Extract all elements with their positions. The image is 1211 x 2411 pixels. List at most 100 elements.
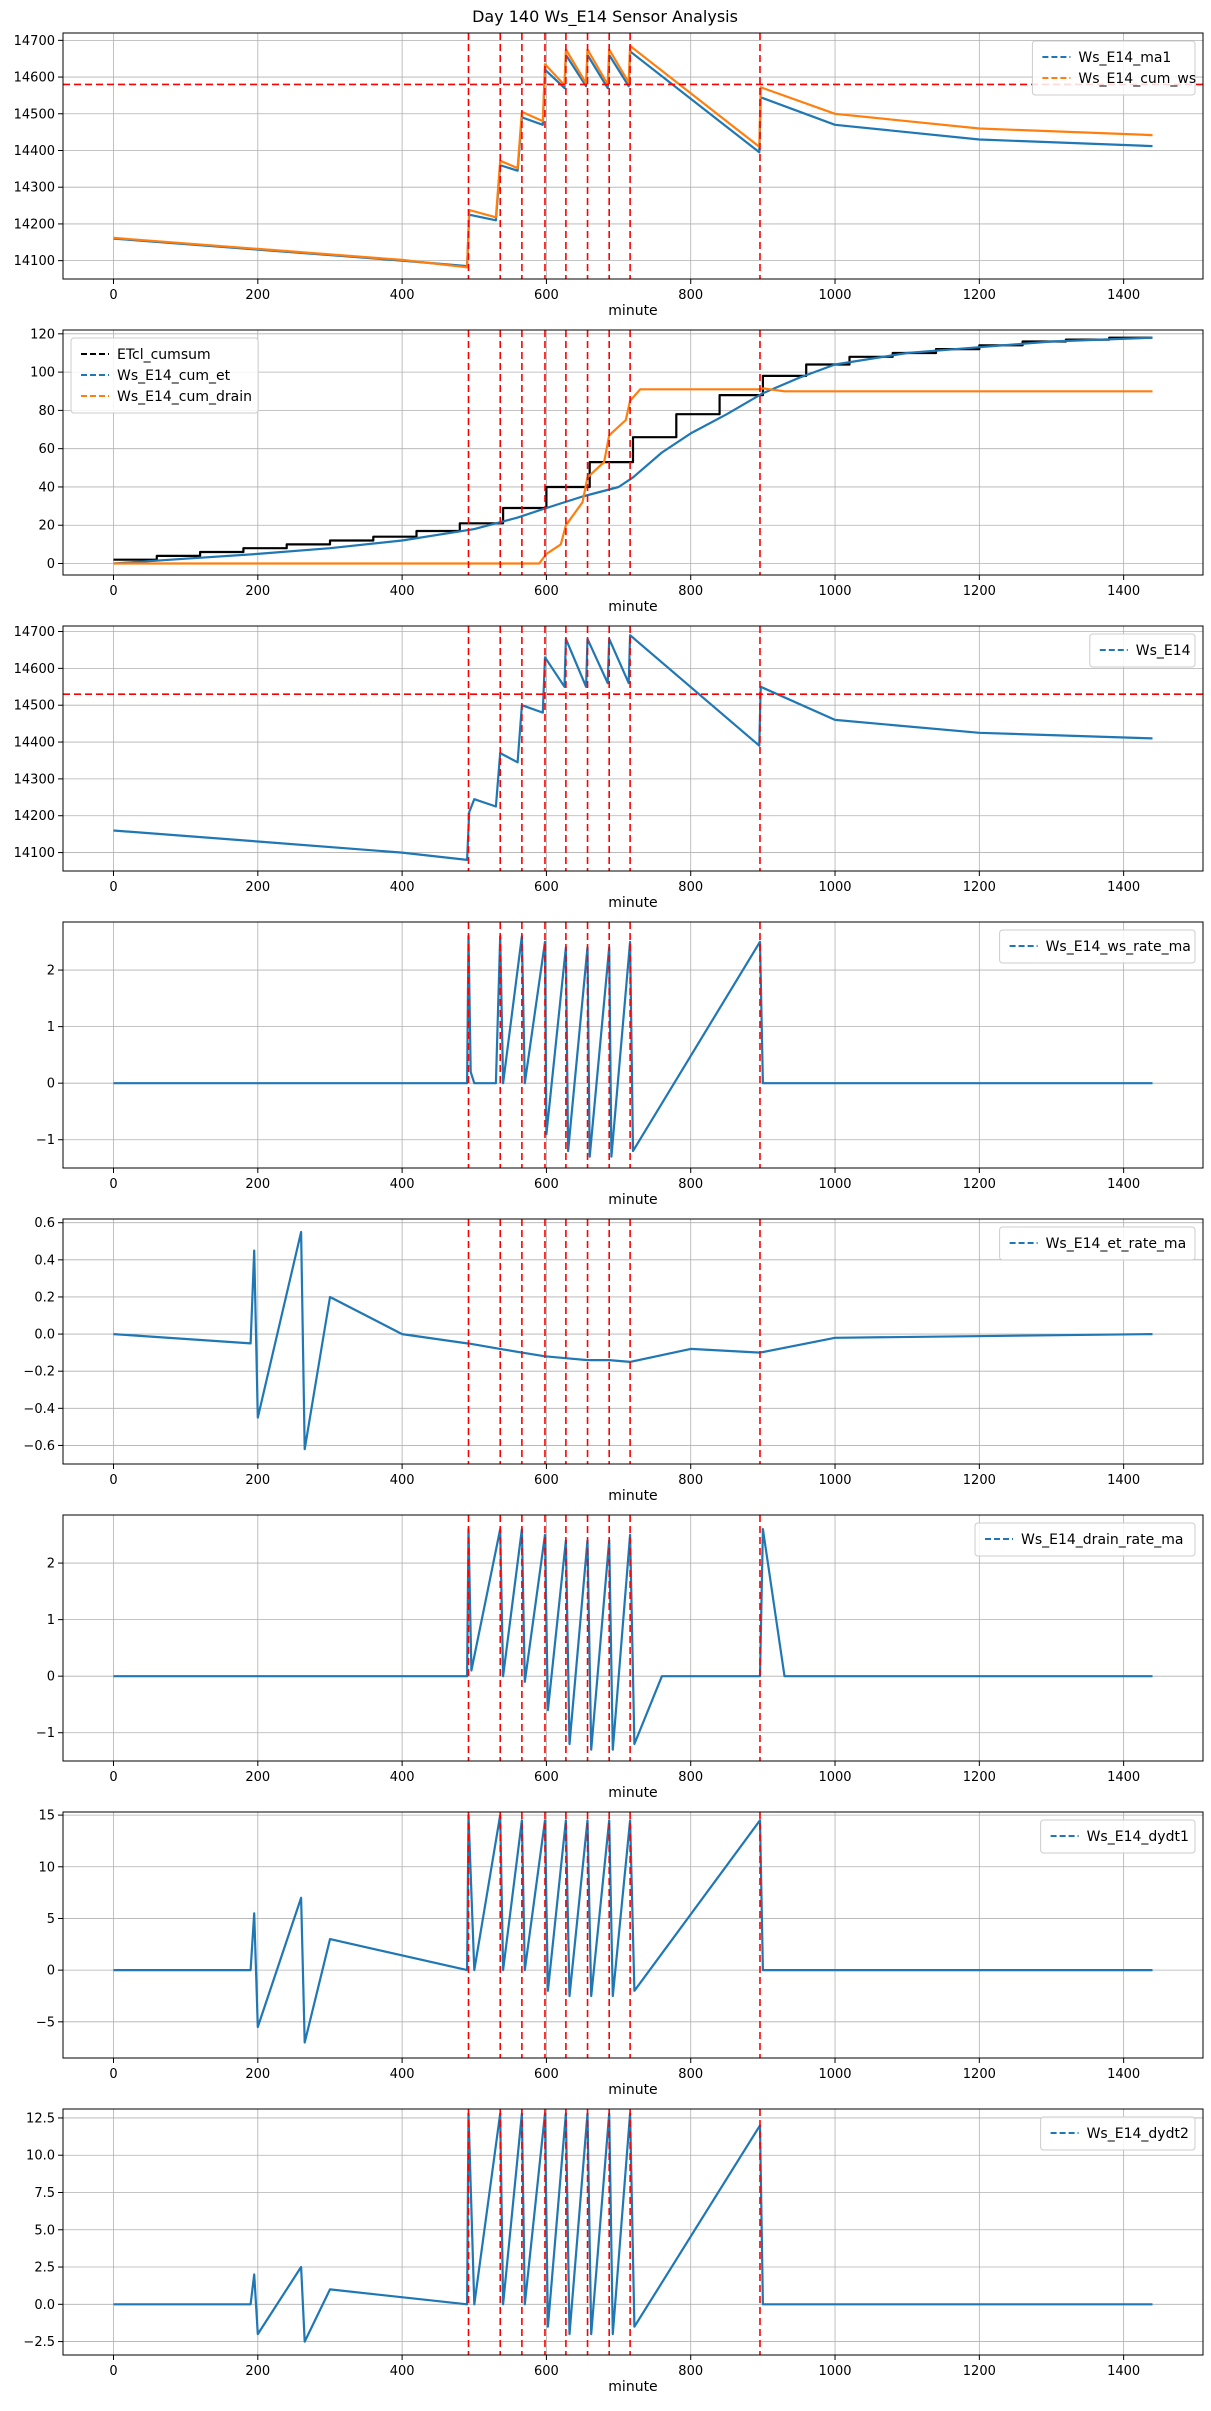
x-tick-label: 200 [245, 288, 270, 303]
series-line-ETcl_cumsum [113, 336, 1153, 561]
axes-frame [62, 1218, 1204, 1465]
legend-box [1040, 2116, 1196, 2151]
x-tick-label: 800 [678, 1473, 703, 1488]
legend-label: Ws_E14_ws_rate_ma [1046, 939, 1191, 955]
x-tick-label: 600 [534, 2364, 559, 2379]
x-tick-label: 1400 [1107, 2067, 1140, 2082]
x-tick-label: 1400 [1107, 1177, 1140, 1192]
legend-box [999, 1226, 1196, 1261]
x-tick-label: 200 [245, 880, 270, 895]
x-tick-label: 600 [534, 288, 559, 303]
x-axis-label: minute [608, 1192, 657, 1208]
y-tick-label: 14400 [14, 736, 55, 751]
y-tick-label: 14100 [14, 254, 55, 269]
legend-label: Ws_E14_cum_et [117, 368, 231, 384]
x-tick-label: 400 [390, 2364, 415, 2379]
y-tick-label: 5.0 [34, 2223, 55, 2238]
series-line-Ws_E14 [113, 634, 1153, 861]
x-tick-label: 200 [245, 1473, 270, 1488]
x-tick-label: 0 [109, 288, 117, 303]
y-tick-label: 0.0 [34, 1328, 55, 1343]
x-tick-label: 0 [109, 1770, 117, 1785]
y-tick-label: 14500 [14, 107, 55, 122]
x-tick-label: 1200 [963, 2067, 996, 2082]
x-tick-label: 1400 [1107, 584, 1140, 599]
y-tick-label: −1 [36, 1726, 55, 1741]
x-tick-label: 1000 [818, 1473, 851, 1488]
series-line-Ws_E14_dydt1 [113, 1814, 1153, 2044]
legend-box [70, 337, 259, 414]
x-tick-label: 1400 [1107, 1770, 1140, 1785]
x-tick-label: 800 [678, 288, 703, 303]
x-tick-label: 600 [534, 880, 559, 895]
x-tick-label: 200 [245, 2067, 270, 2082]
y-tick-label: 14100 [14, 846, 55, 861]
y-tick-label: 100 [30, 366, 55, 381]
x-tick-label: 0 [109, 1177, 117, 1192]
plot-area [113, 1219, 1153, 1464]
x-tick-label: 600 [534, 584, 559, 599]
legend: ETcl_cumsum Ws_E14_cum_et Ws_E14_cum_drain [70, 337, 259, 414]
x-tick-label: 0 [109, 584, 117, 599]
y-tick-label: 2 [47, 964, 55, 979]
y-tick-label: 14600 [14, 71, 55, 86]
chart-panel-6: 0 200 400 600 800 1000 1200 1400 −1 0 1 2 minute Ws_E… [36, 1514, 1204, 1801]
x-tick-label: 0 [109, 880, 117, 895]
y-tick-label: 14200 [14, 217, 55, 232]
plot-area [113, 2109, 1153, 2355]
y-tick-label: 14400 [14, 144, 55, 159]
y-tick-label: 0 [47, 557, 55, 572]
chart-panel-7: 0 200 400 600 800 1000 1200 1400 −5 0 5 10 15 minute W… [36, 1809, 1204, 2098]
y-tick-label: 14300 [14, 181, 55, 196]
x-tick-label: 1400 [1107, 288, 1140, 303]
x-tick-label: 400 [390, 1770, 415, 1785]
x-tick-label: 1000 [818, 1770, 851, 1785]
x-tick-label: 1000 [818, 880, 851, 895]
legend: Ws_E14_et_rate_ma [999, 1226, 1196, 1261]
axes-frame [62, 921, 1204, 1169]
y-tick-label: 2.5 [34, 2261, 55, 2276]
y-tick-label: 0.0 [34, 2298, 55, 2313]
x-tick-label: 800 [678, 1770, 703, 1785]
x-tick-label: 1000 [818, 2364, 851, 2379]
plot-area [113, 330, 1153, 575]
x-tick-label: 1200 [963, 288, 996, 303]
x-tick-label: 0 [109, 2067, 117, 2082]
y-tick-label: 40 [38, 480, 55, 495]
series-line-Ws_E14_drain_rate_ma [113, 1528, 1153, 1751]
y-tick-label: 14700 [14, 34, 55, 49]
x-tick-label: 1200 [963, 880, 996, 895]
legend: Ws_E14 [1089, 633, 1196, 668]
y-tick-label: 14500 [14, 699, 55, 714]
legend-label: Ws_E14_ma1 [1078, 50, 1171, 66]
x-tick-label: 0 [109, 1473, 117, 1488]
y-tick-label: 15 [38, 1809, 55, 1824]
legend-label: Ws_E14_drain_rate_ma [1021, 1532, 1183, 1548]
figure-title: Day 140 Ws_E14 Sensor Analysis [472, 7, 738, 27]
plot-area [63, 626, 1203, 871]
y-tick-label: 0 [47, 1077, 55, 1092]
y-tick-label: 60 [38, 442, 55, 457]
y-tick-label: 0.2 [34, 1290, 55, 1305]
y-tick-label: 5 [47, 1912, 55, 1927]
legend-box [974, 1522, 1196, 1557]
x-tick-label: 800 [678, 2067, 703, 2082]
y-tick-label: −0.2 [23, 1365, 55, 1380]
y-tick-label: 1 [47, 1613, 55, 1628]
x-tick-label: 400 [390, 880, 415, 895]
y-tick-label: 0.6 [34, 1216, 55, 1231]
legend-box [999, 929, 1196, 964]
x-tick-label: 0 [109, 2364, 117, 2379]
axes-frame [62, 1514, 1204, 1762]
axes-frame [62, 1811, 1204, 2059]
y-tick-label: −0.4 [23, 1402, 55, 1417]
chart-panel-2: 0 200 400 600 800 1000 1200 1400 0 20 40 60 80 100 120… [30, 327, 1204, 615]
x-axis-label: minute [608, 1785, 657, 1801]
x-tick-label: 200 [245, 2364, 270, 2379]
series-line-Ws_E14_dydt2 [113, 2112, 1153, 2343]
legend-label: Ws_E14_et_rate_ma [1046, 1236, 1187, 1252]
y-tick-label: 7.5 [34, 2186, 55, 2201]
y-tick-label: 2 [47, 1557, 55, 1572]
y-tick-label: −0.6 [23, 1439, 55, 1454]
x-axis-label: minute [608, 895, 657, 911]
